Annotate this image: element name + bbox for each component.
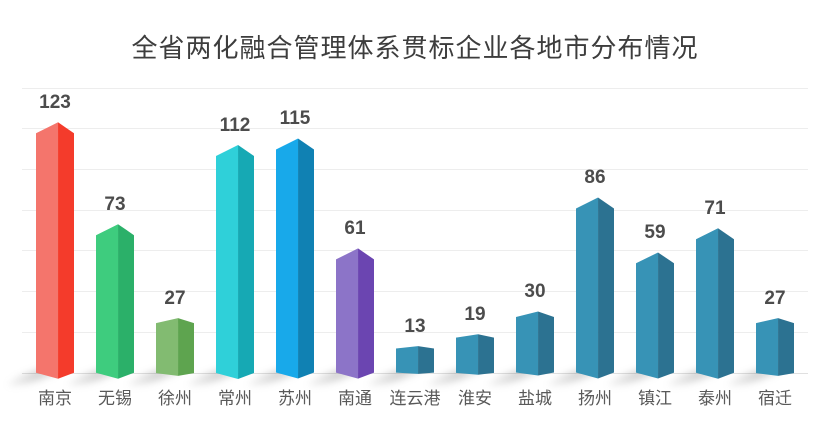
bar [216,144,254,379]
bar-right-face [598,197,614,379]
bar-right-face [718,228,734,379]
x-axis-label: 无锡 [98,389,132,408]
bar-left-face [96,224,119,379]
bar-left-face [156,317,179,376]
gridline [22,87,808,89]
gridline [22,128,808,130]
bar-right-face [418,346,434,374]
bar-left-face [756,317,779,376]
bar-left-face [696,228,719,379]
bar [96,224,134,379]
gridline [22,209,808,211]
bar [36,122,74,379]
x-axis-label: 镇江 [638,389,672,408]
bar-right-face [298,138,314,379]
bar-left-face [336,248,359,379]
bar-value-label: 13 [404,316,426,338]
bar [156,317,194,376]
bar-right-face [778,317,794,376]
bar-value-label: 71 [704,197,726,219]
bar-left-face [576,197,599,379]
bar-right-face [58,122,74,379]
bar-value-label: 30 [524,281,546,303]
bar-left-face [456,334,479,375]
x-axis-label: 盐城 [518,389,552,408]
bar-value-label: 27 [764,287,786,309]
bar-right-face [118,224,134,379]
bar [396,346,434,374]
bar-value-label: 115 [279,108,311,130]
bar [276,138,314,379]
x-axis-label: 泰州 [698,389,732,408]
gridline [22,291,808,293]
x-axis-label: 南通 [338,389,372,408]
x-axis-label: 淮安 [458,389,492,408]
x-axis-label: 徐州 [158,389,192,408]
gridline [22,168,808,170]
bar-value-label: 27 [164,287,186,309]
bar-left-face [276,138,299,379]
bar-value-label: 19 [464,303,486,325]
bar-left-face [516,311,539,376]
bar-right-face [178,317,194,376]
bar [516,311,554,376]
bar-right-face [238,144,254,379]
gridline [22,331,808,333]
bar-value-label: 59 [644,222,666,244]
bar [456,334,494,375]
chart-title: 全省两化融合管理体系贯标企业各地市分布情况 [131,33,699,63]
bar-left-face [396,346,419,374]
bar [336,248,374,379]
x-axis-label: 常州 [218,389,252,408]
bar [576,197,614,379]
bar-value-label: 123 [39,92,71,114]
x-axis-label: 宿迁 [758,389,792,408]
bar-value-label: 86 [584,167,606,189]
bar-value-label: 112 [219,114,251,136]
bar-right-face [478,334,494,375]
bar-value-label: 61 [344,218,366,240]
bar-right-face [358,248,374,379]
x-axis-label: 扬州 [578,389,612,408]
bar-right-face [658,252,674,379]
gridline [22,250,808,252]
x-axis-label: 苏州 [278,389,312,408]
bar-left-face [36,122,59,379]
x-axis-label: 连云港 [389,389,441,408]
bar-left-face [636,252,659,379]
bar [696,228,734,379]
bar [756,317,794,376]
bar-value-label: 73 [104,193,126,215]
bar [636,252,674,379]
x-axis-label: 南京 [38,389,72,408]
bar-right-face [538,311,554,376]
bar-left-face [216,144,239,379]
